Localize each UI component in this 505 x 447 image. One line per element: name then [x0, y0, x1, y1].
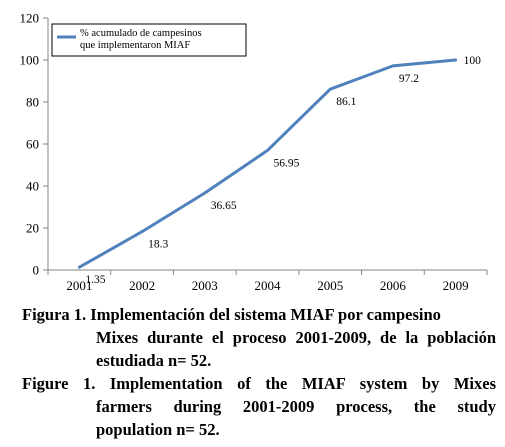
legend-box: [51, 23, 247, 57]
data-label: 1.35: [85, 274, 105, 286]
series-line: [77, 58, 458, 269]
data-label: 36.65: [211, 200, 237, 212]
y-tick-label: 40: [26, 179, 39, 194]
y-tick-label: 20: [26, 221, 39, 236]
data-labels: 1.35 18.3 36.65 56.95 86.1 97.2 100: [85, 55, 481, 286]
caption-en-line3: population n= 52.: [96, 420, 220, 439]
data-label: 86.1: [336, 96, 356, 108]
legend-label-line2: que implementaron MIAF: [80, 40, 190, 51]
legend-label-line1: % acumulado de campesinos: [80, 28, 202, 39]
y-tick-label: 80: [26, 95, 39, 110]
data-label: 97.2: [399, 73, 419, 85]
x-tick-label: 2003: [192, 278, 218, 293]
y-tick-label: 60: [26, 137, 39, 152]
caption-es-line2: Mixes durante el proceso 2001-2009, de l…: [96, 328, 496, 347]
caption-es-line3: estudiada n= 52.: [96, 351, 212, 370]
legend: % acumulado de campesinos que implementa…: [51, 23, 247, 57]
x-tick-label: 2004: [255, 278, 282, 293]
y-axis-ticks: 0 20 40 60 80 100 120: [20, 11, 48, 278]
x-tick-label: 2009: [443, 278, 469, 293]
y-tick-label: 120: [20, 11, 40, 26]
x-tick-label: 2002: [129, 278, 155, 293]
x-tick-label: 2006: [380, 278, 407, 293]
y-tick-label: 0: [33, 263, 40, 278]
data-label: 100: [464, 55, 482, 67]
caption-en-line2: farmers during 2001-2009 process, the st…: [96, 397, 496, 416]
data-label: 56.95: [274, 157, 300, 169]
series-group: [77, 58, 458, 269]
caption-en-line1: Figure 1. Implementation of the MIAF sys…: [22, 374, 496, 393]
x-tick-label: 2005: [317, 278, 343, 293]
y-tick-label: 100: [20, 53, 40, 68]
x-tick-label: 2001: [66, 278, 92, 293]
data-label: 18.3: [148, 239, 168, 251]
x-axis-ticks: 2001 2002 2003 2004 2005 2006 2009: [47, 270, 488, 293]
line-chart: 0 20 40 60 80 100 120 2001 2002 2003 2004 2005 2006…: [20, 11, 488, 293]
caption-es-line1: Figura 1. Implementación del sistema MIA…: [22, 305, 441, 324]
